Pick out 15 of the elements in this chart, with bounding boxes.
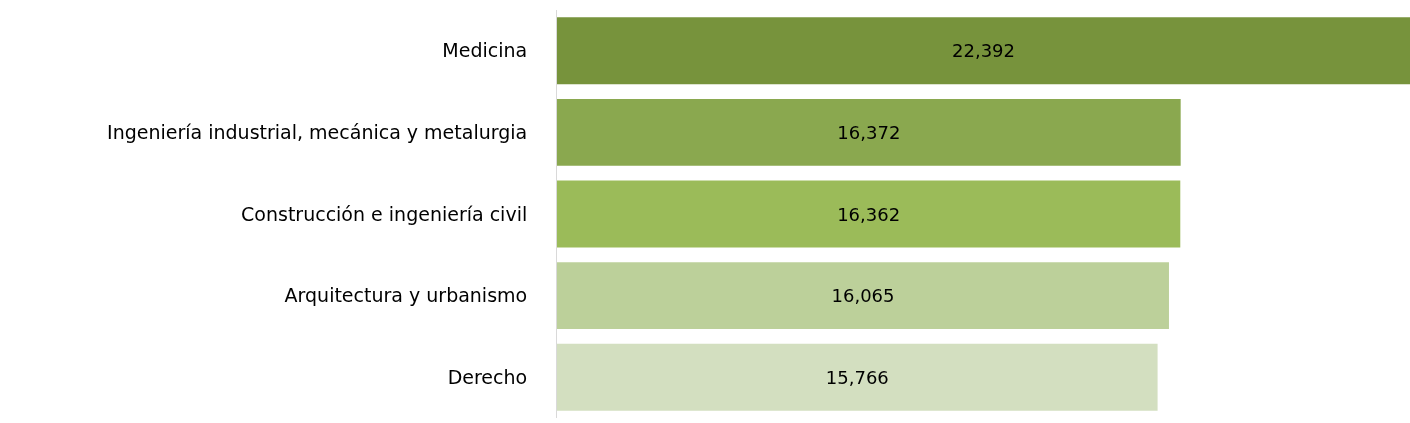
bar xyxy=(557,98,1181,166)
data-label: 16,065 xyxy=(831,285,895,307)
y-tick-label: Arquitectura y urbanismo xyxy=(284,284,528,307)
bar xyxy=(557,343,1158,411)
y-tick-label: Construcción e ingeniería civil xyxy=(241,202,528,225)
bar xyxy=(557,262,1169,330)
data-label: 22,392 xyxy=(952,40,1015,62)
data-label: 16,362 xyxy=(837,203,901,225)
y-tick-label: Ingeniería industrial, mecánica y metalurgia xyxy=(107,121,528,144)
bar xyxy=(557,180,1181,248)
y-tick-label: Derecho xyxy=(447,365,528,388)
data-label: 16,372 xyxy=(837,121,901,143)
bar xyxy=(557,17,1410,85)
y-tick-label: Medicina xyxy=(442,39,528,62)
data-label: 15,766 xyxy=(825,366,889,388)
